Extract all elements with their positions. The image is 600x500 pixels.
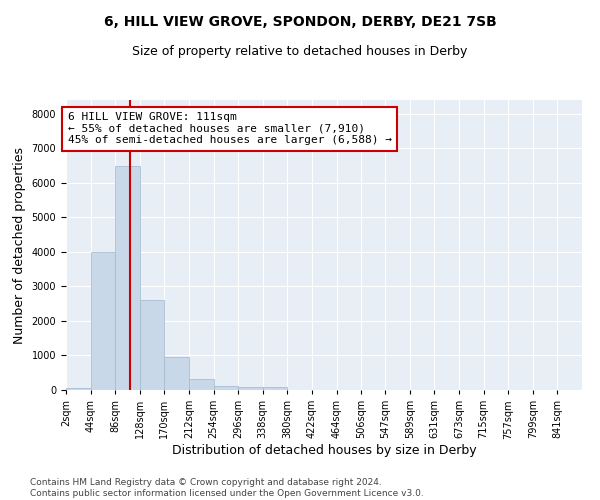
Text: Contains HM Land Registry data © Crown copyright and database right 2024.
Contai: Contains HM Land Registry data © Crown c… (30, 478, 424, 498)
Text: 6, HILL VIEW GROVE, SPONDON, DERBY, DE21 7SB: 6, HILL VIEW GROVE, SPONDON, DERBY, DE21… (104, 15, 496, 29)
Bar (164, 357, 189, 390)
Bar (66, 388, 91, 390)
Bar (189, 380, 214, 390)
Bar (115, 166, 140, 390)
Bar (91, 252, 115, 390)
Text: Size of property relative to detached houses in Derby: Size of property relative to detached ho… (133, 45, 467, 58)
Y-axis label: Number of detached properties: Number of detached properties (13, 146, 26, 344)
X-axis label: Distribution of detached houses by size in Derby: Distribution of detached houses by size … (172, 444, 476, 457)
Text: 6 HILL VIEW GROVE: 111sqm
← 55% of detached houses are smaller (7,910)
45% of se: 6 HILL VIEW GROVE: 111sqm ← 55% of detac… (68, 112, 392, 146)
Bar (238, 387, 263, 390)
Bar (263, 387, 287, 390)
Bar (140, 300, 164, 390)
Bar (214, 386, 238, 390)
